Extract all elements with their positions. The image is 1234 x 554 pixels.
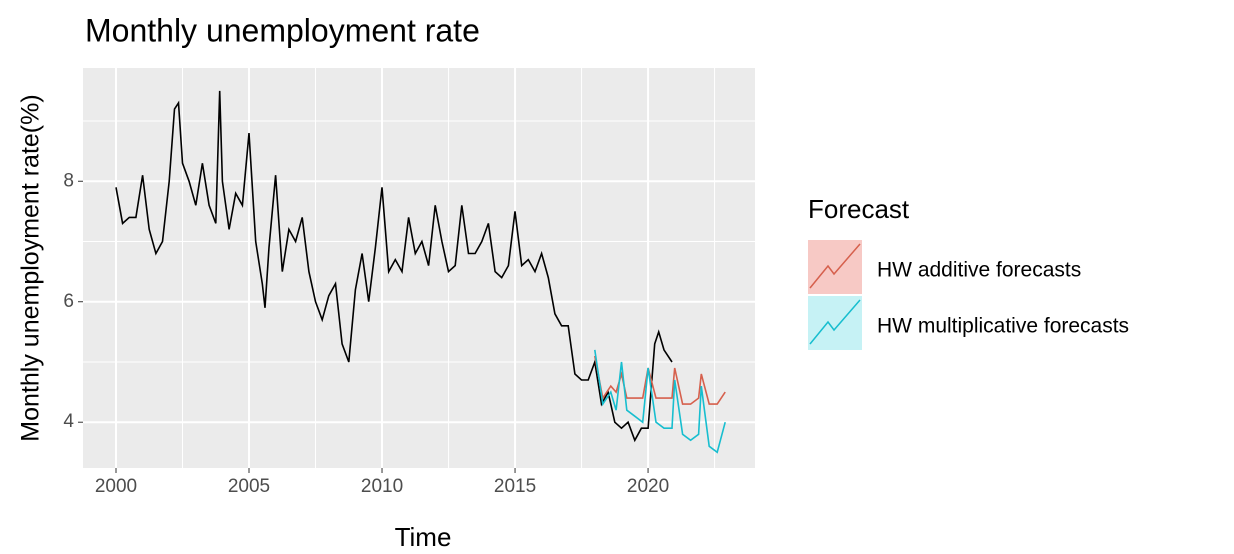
legend-title: Forecast: [808, 194, 910, 224]
x-tick-label: 2005: [228, 476, 270, 497]
forecast-line: [594, 349, 726, 454]
y-tick-label: 4: [63, 411, 74, 432]
forecast-line: [594, 355, 726, 405]
legend-key-line: [809, 299, 861, 345]
actual-line: [115, 90, 673, 443]
x-axis-label: Time: [395, 522, 452, 552]
x-tick-label: 2015: [494, 476, 536, 497]
x-tick-label: 2020: [627, 476, 669, 497]
y-tick-label: 6: [63, 291, 74, 312]
legend-key: [808, 240, 862, 294]
legend-key-line: [809, 243, 861, 289]
plot-panel: [83, 68, 755, 468]
y-tick-label: 8: [63, 170, 74, 191]
chart-title: Monthly unemployment rate: [85, 12, 480, 48]
x-tick-label: 2010: [361, 476, 403, 497]
legend-label: HW multiplicative forecasts: [877, 315, 1129, 338]
legend-key: [808, 296, 862, 350]
y-axis-label: Monthly unemployment rate(%): [17, 94, 45, 441]
legend-label: HW additive forecasts: [877, 259, 1081, 282]
x-tick-label: 2000: [95, 476, 137, 497]
